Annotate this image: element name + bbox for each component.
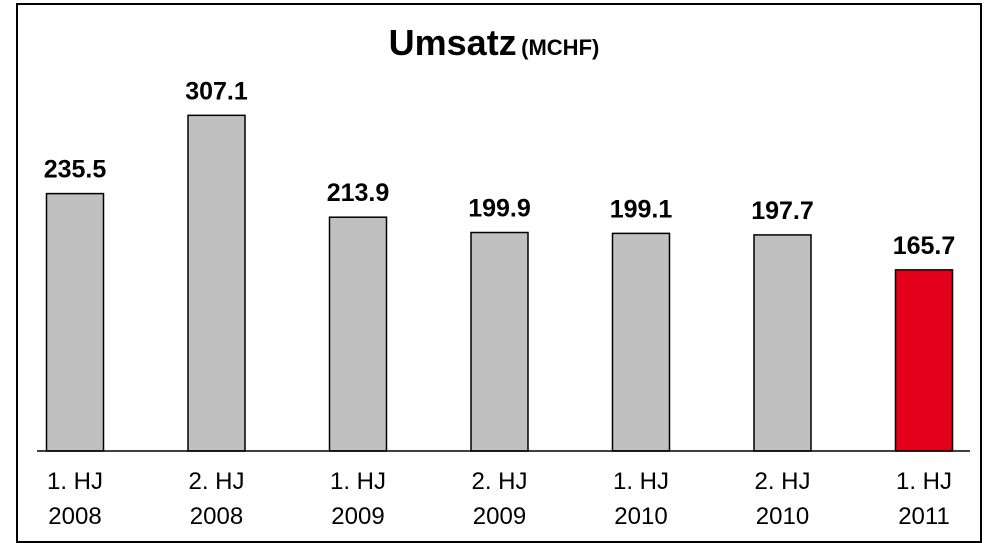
x-tick-label: 1. HJ 2010 <box>612 468 669 530</box>
value-label: 165.7 <box>893 232 956 260</box>
title-text: Umsatz <box>388 22 517 63</box>
value-label: 235.5 <box>44 156 107 184</box>
x-tick-label: 1. HJ 2009 <box>329 468 386 530</box>
x-tick-label: 2. HJ 2010 <box>754 468 811 530</box>
bar <box>894 269 954 452</box>
value-label: 199.1 <box>610 195 673 223</box>
bar <box>45 192 105 452</box>
x-tick-label: 2. HJ 2008 <box>188 468 245 530</box>
bar <box>328 216 388 452</box>
value-label: 197.7 <box>751 197 814 225</box>
value-label: 213.9 <box>327 179 390 207</box>
x-tick-label: 1. HJ 2008 <box>46 468 103 530</box>
unit-text: (MCHF) <box>521 35 600 60</box>
value-label: 199.9 <box>468 195 531 223</box>
bar <box>187 114 246 452</box>
bar <box>753 234 812 452</box>
value-label: 307.1 <box>185 77 248 105</box>
bar <box>470 231 529 452</box>
x-tick-label: 2. HJ 2009 <box>471 468 528 530</box>
x-tick-label: 1. HJ 2011 <box>895 468 952 530</box>
bar <box>611 232 671 452</box>
chart-title: Umsatz (MCHF) <box>0 22 988 64</box>
